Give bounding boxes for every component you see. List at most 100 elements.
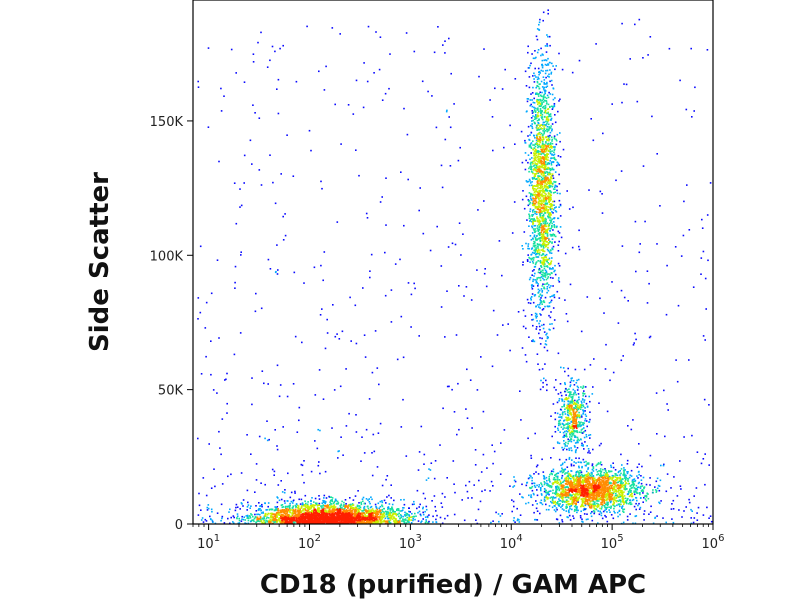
data-point xyxy=(560,236,563,239)
data-point xyxy=(434,505,436,508)
data-point xyxy=(544,105,547,107)
data-point xyxy=(544,180,546,183)
data-point xyxy=(544,172,546,174)
data-point xyxy=(375,520,377,522)
data-point xyxy=(545,278,548,281)
data-point xyxy=(548,314,550,317)
data-point xyxy=(324,502,326,505)
data-point xyxy=(562,431,565,434)
data-point xyxy=(536,225,539,227)
data-point xyxy=(358,520,361,523)
data-point xyxy=(576,413,579,416)
data-point xyxy=(538,234,541,237)
data-point xyxy=(533,102,536,104)
data-point xyxy=(527,199,530,201)
data-point xyxy=(545,76,547,79)
data-point xyxy=(539,215,542,217)
data-point xyxy=(543,130,546,132)
data-point xyxy=(534,231,536,233)
data-point xyxy=(338,521,341,524)
data-point xyxy=(551,211,553,213)
data-point xyxy=(554,114,556,116)
data-point xyxy=(375,513,377,515)
data-point xyxy=(361,498,364,500)
data-point xyxy=(554,269,556,272)
data-point xyxy=(532,111,535,113)
data-point xyxy=(381,518,383,520)
data-point xyxy=(350,514,353,517)
data-point xyxy=(543,287,546,290)
data-point xyxy=(307,506,310,508)
data-point xyxy=(538,105,541,107)
data-point xyxy=(534,228,537,230)
data-point xyxy=(287,509,290,511)
data-point xyxy=(309,522,312,524)
data-point xyxy=(532,213,534,216)
data-point xyxy=(551,238,554,240)
data-point xyxy=(554,186,556,188)
data-point xyxy=(556,225,558,228)
data-point xyxy=(546,383,548,386)
data-point xyxy=(539,180,542,182)
data-point xyxy=(341,500,343,503)
data-point xyxy=(545,103,548,105)
data-point xyxy=(331,514,333,517)
data-point xyxy=(352,515,354,518)
data-point xyxy=(580,414,583,417)
data-point xyxy=(369,511,371,513)
data-point xyxy=(540,249,542,251)
data-point xyxy=(565,423,567,425)
data-point xyxy=(557,352,560,355)
data-point xyxy=(300,515,302,518)
data-point xyxy=(342,517,345,520)
data-point xyxy=(585,435,588,438)
data-point xyxy=(543,243,546,245)
data-point xyxy=(360,503,363,506)
data-point xyxy=(347,514,350,516)
data-point xyxy=(581,402,583,404)
data-point xyxy=(544,192,546,195)
data-point xyxy=(312,505,314,508)
data-point xyxy=(342,505,345,507)
data-point xyxy=(275,519,278,521)
data-point xyxy=(551,435,553,438)
data-point xyxy=(575,415,577,418)
data-point xyxy=(337,503,339,505)
data-point xyxy=(542,257,545,259)
data-point xyxy=(545,193,547,196)
data-point xyxy=(546,189,548,192)
data-point xyxy=(306,503,309,506)
data-point xyxy=(302,503,304,505)
data-point xyxy=(591,393,594,395)
data-point xyxy=(329,510,332,512)
data-point xyxy=(298,519,301,521)
data-point xyxy=(536,124,539,127)
data-point xyxy=(359,517,361,519)
data-point xyxy=(534,178,537,180)
data-point xyxy=(340,516,342,519)
data-point xyxy=(335,521,337,523)
data-point xyxy=(322,512,325,515)
data-point xyxy=(540,105,542,107)
data-point xyxy=(541,262,544,264)
data-point xyxy=(569,426,571,428)
data-point xyxy=(541,101,543,104)
data-point xyxy=(567,374,570,377)
data-point xyxy=(363,502,366,505)
data-point xyxy=(432,521,434,523)
data-point xyxy=(308,517,310,519)
data-point xyxy=(354,506,357,509)
data-point xyxy=(378,507,380,510)
data-point xyxy=(269,512,271,515)
data-point xyxy=(268,509,271,511)
data-point xyxy=(333,507,336,509)
data-point xyxy=(556,401,559,404)
data-point xyxy=(540,176,543,179)
data-point xyxy=(363,517,366,519)
data-point xyxy=(251,519,253,522)
data-point xyxy=(346,519,348,521)
data-point xyxy=(570,396,573,399)
data-point xyxy=(541,124,543,126)
data-point xyxy=(317,507,320,510)
data-point xyxy=(350,521,352,524)
